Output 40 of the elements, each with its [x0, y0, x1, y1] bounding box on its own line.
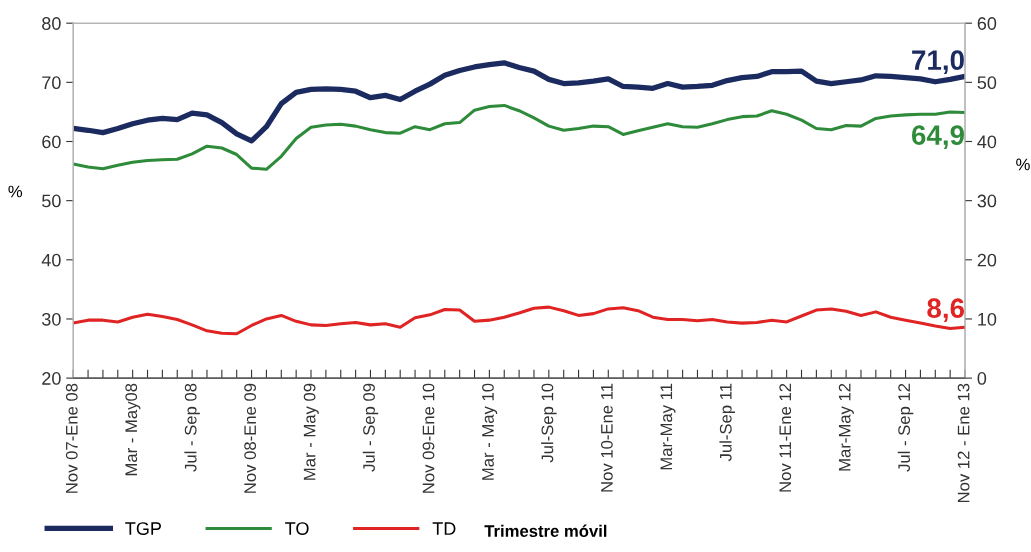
x-tick-label: Nov 08-Ene 09 — [244, 383, 257, 493]
data-label: 8,6 — [927, 298, 965, 323]
x-tick-label: Nov 11-Ene 12 — [779, 383, 792, 492]
x-tick-label: Nov 12 - Ene 13 — [957, 383, 970, 503]
data-label: 71,0 — [912, 50, 964, 75]
y-tick-label: 70 — [42, 76, 61, 90]
x-tick-label: Mar - May 09 — [303, 383, 319, 480]
y-tick-label: 50 — [42, 194, 61, 208]
x-tick-label: Mar-May 11 — [660, 383, 676, 470]
x-tick-label: Mar-May 12 — [838, 383, 854, 471]
legend-label: TO — [285, 522, 309, 535]
y2-tick-label: 40 — [977, 135, 997, 149]
data-label: 64,9 — [911, 125, 964, 149]
x-tick-label: Jul - Sep 09 — [362, 383, 379, 472]
x-tick-label: Jul - Sep 08 — [184, 383, 200, 472]
y-tick-label: 20 — [42, 372, 61, 385]
y2-tick-label: 60 — [977, 17, 997, 30]
x-tick-label: Nov 07-Ene 08 — [65, 383, 78, 493]
x-tick-label: Nov 09-Ene 10 — [422, 383, 435, 493]
y-tick-label: 60 — [42, 135, 61, 149]
x-axis-title: Trimestre móvil — [484, 524, 607, 537]
y2-tick-label: 20 — [977, 253, 997, 267]
line-series — [73, 103, 966, 171]
legend-label: TD — [432, 522, 456, 535]
x-tick-label: Nov 10-Ene 11 — [600, 383, 613, 492]
x-tick-label: Mar - May08 — [125, 383, 141, 476]
x-tick-label: Jul-Sep 10 — [541, 383, 557, 463]
y2-tick-label: 0 — [977, 372, 987, 385]
y-tick-label: 30 — [42, 312, 61, 326]
y2-tick-label: 30 — [977, 194, 997, 208]
y-axis-title: % — [8, 185, 23, 198]
x-tick-label: Jul-Sep 11 — [719, 383, 735, 462]
legend-label: TGP — [125, 522, 161, 535]
x-tick-label: Mar - May 10 — [482, 383, 498, 480]
y2-axis-title: % — [1016, 158, 1030, 171]
y2-tick-label: 10 — [978, 312, 997, 326]
y-tick-label: 40 — [41, 253, 61, 267]
y2-tick-label: 50 — [977, 76, 997, 90]
y-tick-label: 80 — [42, 17, 61, 30]
x-tick-label: Jul - Sep 12 — [897, 383, 914, 472]
